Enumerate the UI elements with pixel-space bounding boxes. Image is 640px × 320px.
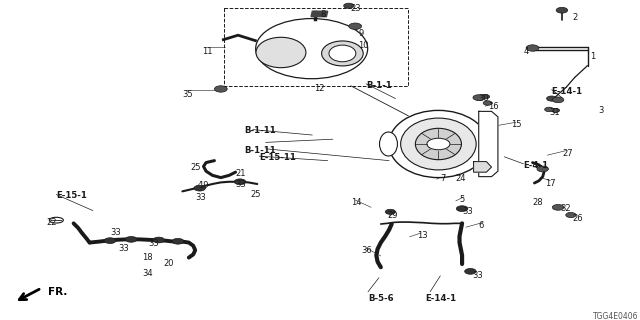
Text: B-1-1: B-1-1 bbox=[366, 81, 392, 90]
Ellipse shape bbox=[415, 128, 461, 160]
Text: 27: 27 bbox=[562, 149, 573, 158]
Circle shape bbox=[552, 108, 559, 112]
Text: 24: 24 bbox=[456, 174, 466, 183]
Text: 21: 21 bbox=[236, 169, 246, 178]
Circle shape bbox=[552, 204, 564, 210]
Ellipse shape bbox=[256, 37, 306, 68]
Ellipse shape bbox=[401, 118, 476, 170]
Text: 32: 32 bbox=[560, 204, 571, 213]
Polygon shape bbox=[474, 162, 492, 172]
Ellipse shape bbox=[49, 217, 63, 223]
Text: E-15-1: E-15-1 bbox=[56, 191, 87, 200]
Circle shape bbox=[172, 238, 184, 244]
Text: 4: 4 bbox=[524, 47, 529, 56]
Text: B-5-6: B-5-6 bbox=[368, 294, 394, 303]
Text: 9: 9 bbox=[358, 29, 364, 38]
Text: 25: 25 bbox=[191, 163, 201, 172]
Text: 33: 33 bbox=[236, 180, 246, 189]
Text: E-14-1: E-14-1 bbox=[552, 87, 583, 96]
Text: 19: 19 bbox=[198, 181, 209, 190]
Text: 1: 1 bbox=[590, 52, 595, 61]
Text: 33: 33 bbox=[118, 244, 129, 253]
Text: 13: 13 bbox=[417, 231, 428, 240]
Circle shape bbox=[545, 107, 554, 112]
Circle shape bbox=[344, 3, 354, 8]
Text: 14: 14 bbox=[351, 198, 361, 207]
Text: E-14-1: E-14-1 bbox=[426, 294, 457, 303]
Circle shape bbox=[526, 45, 539, 51]
Text: 34: 34 bbox=[142, 269, 153, 278]
Text: 6: 6 bbox=[479, 221, 484, 230]
Ellipse shape bbox=[256, 19, 368, 79]
Circle shape bbox=[566, 212, 576, 218]
Text: B-1-11: B-1-11 bbox=[244, 126, 276, 135]
Text: E-15-11: E-15-11 bbox=[259, 153, 296, 162]
Text: 11: 11 bbox=[202, 47, 212, 56]
Circle shape bbox=[537, 166, 548, 172]
Circle shape bbox=[214, 86, 227, 92]
Circle shape bbox=[483, 101, 492, 105]
Circle shape bbox=[552, 97, 564, 103]
Text: 22: 22 bbox=[46, 218, 56, 227]
Text: FR.: FR. bbox=[48, 287, 67, 297]
Text: 33: 33 bbox=[110, 228, 121, 237]
Circle shape bbox=[194, 185, 205, 191]
Circle shape bbox=[456, 206, 468, 212]
Circle shape bbox=[104, 238, 116, 244]
Polygon shape bbox=[479, 111, 498, 177]
Text: 25: 25 bbox=[251, 190, 261, 199]
Circle shape bbox=[349, 23, 362, 29]
Circle shape bbox=[465, 268, 476, 274]
Text: 29: 29 bbox=[387, 211, 397, 220]
Text: 31: 31 bbox=[549, 108, 560, 117]
Text: 30: 30 bbox=[479, 94, 490, 103]
Circle shape bbox=[125, 236, 137, 242]
Text: 10: 10 bbox=[358, 41, 369, 50]
Text: 26: 26 bbox=[573, 214, 584, 223]
Bar bbox=[224, 8, 408, 86]
Circle shape bbox=[234, 179, 246, 185]
Text: 12: 12 bbox=[314, 84, 324, 93]
Circle shape bbox=[552, 108, 559, 112]
Text: 36: 36 bbox=[362, 246, 372, 255]
Circle shape bbox=[556, 7, 568, 13]
Text: E-4-1: E-4-1 bbox=[524, 161, 548, 170]
Text: 3: 3 bbox=[598, 106, 604, 115]
Circle shape bbox=[427, 138, 450, 150]
Circle shape bbox=[481, 94, 490, 99]
Text: 20: 20 bbox=[163, 259, 173, 268]
Circle shape bbox=[473, 95, 484, 100]
Ellipse shape bbox=[329, 45, 356, 62]
Text: 23: 23 bbox=[351, 4, 362, 13]
Text: 2: 2 bbox=[573, 13, 578, 22]
Text: 16: 16 bbox=[488, 102, 499, 111]
Circle shape bbox=[547, 96, 557, 101]
Text: 28: 28 bbox=[532, 198, 543, 207]
Text: 15: 15 bbox=[511, 120, 521, 129]
Text: 5: 5 bbox=[460, 195, 465, 204]
Text: 18: 18 bbox=[142, 253, 153, 262]
Polygon shape bbox=[311, 11, 328, 17]
Ellipse shape bbox=[389, 110, 488, 178]
Ellipse shape bbox=[322, 41, 364, 66]
Text: 35: 35 bbox=[182, 90, 193, 99]
Text: TGG4E0406: TGG4E0406 bbox=[593, 312, 639, 320]
Text: 33: 33 bbox=[472, 271, 483, 280]
Text: B-1-11: B-1-11 bbox=[244, 146, 276, 155]
Text: 7: 7 bbox=[440, 174, 445, 183]
Text: 8: 8 bbox=[320, 10, 325, 19]
Text: 33: 33 bbox=[148, 239, 159, 248]
Text: 33: 33 bbox=[462, 207, 473, 216]
Ellipse shape bbox=[380, 132, 397, 156]
Text: 33: 33 bbox=[195, 193, 206, 202]
Circle shape bbox=[153, 237, 164, 243]
Circle shape bbox=[385, 209, 396, 214]
Text: 17: 17 bbox=[545, 179, 556, 188]
